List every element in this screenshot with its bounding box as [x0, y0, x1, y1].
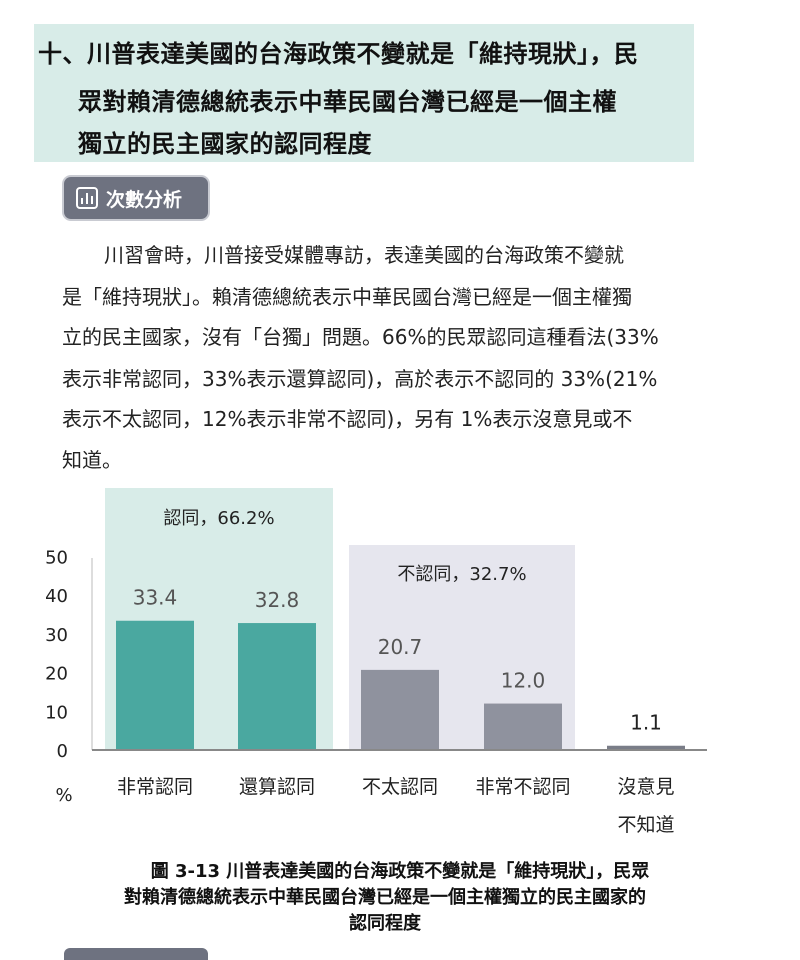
- group-label-2: 不認同，32.7%: [397, 564, 526, 585]
- frequency-analysis-badge: 次數分析: [64, 177, 208, 219]
- bar-4: [484, 703, 562, 750]
- y-unit-label: %: [55, 785, 72, 806]
- figure-caption-line-2: 對賴清德總統表示中華民國台灣已經是一個主權獨立的民主國家的: [124, 887, 646, 908]
- bar-5: [607, 745, 685, 750]
- data-label-3: 20.7: [378, 635, 423, 659]
- data-label-2: 32.8: [255, 588, 300, 612]
- y-tick-label-40: 40: [45, 586, 68, 607]
- section-heading-line-3: 獨立的民主國家的認同程度: [78, 130, 372, 158]
- category-label-5-line-2: 不知道: [617, 814, 674, 836]
- y-tick-label-20: 20: [45, 664, 68, 685]
- paragraph-line-3: 立的民主國家，沒有「台獨」問題。66%的民眾認同這種看法(33%: [62, 325, 659, 349]
- section-heading-line-2: 眾對賴清德總統表示中華民國台灣已經是一個主權: [78, 88, 617, 116]
- figure-caption-line-1: 圖 3-13 川普表達美國的台海政策不變就是「維持現狀」，民眾: [150, 861, 650, 882]
- figure-caption-line-3: 認同程度: [349, 913, 421, 934]
- data-label-4: 12.0: [501, 669, 546, 693]
- y-tick-label-10: 10: [45, 702, 68, 723]
- paragraph-line-4: 表示非常認同，33%表示還算認同)，高於表示不認同的 33%(21%: [62, 367, 658, 391]
- paragraph-line-5: 表示不太認同，12%表示非常不認同)，另有 1%表示沒意見或不: [62, 407, 633, 431]
- paragraph-line-1: 川習會時，川普接受媒體專訪，表達美國的台海政策不變就: [104, 243, 624, 267]
- section-heading-line-1: 十、川普表達美國的台海政策不變就是「維持現狀」，民: [38, 40, 639, 68]
- badge-label: 次數分析: [106, 188, 183, 211]
- category-label-5-line-1: 沒意見: [617, 776, 674, 798]
- next-badge-partial: [64, 948, 208, 960]
- category-label-4: 非常不認同: [475, 776, 570, 798]
- category-label-2: 還算認同: [239, 776, 315, 798]
- data-label-1: 33.4: [133, 586, 178, 610]
- bar-2: [238, 623, 316, 750]
- bar-1: [116, 620, 194, 750]
- paragraph-line-2: 是「維持現狀」。賴清德總統表示中華民國台灣已經是一個主權獨: [62, 285, 632, 309]
- y-tick-label-30: 30: [45, 625, 68, 646]
- bar-chart-icon: [76, 187, 98, 209]
- category-label-1: 非常認同: [117, 776, 193, 798]
- bar-3: [361, 669, 439, 750]
- y-tick-label-0: 0: [57, 741, 68, 762]
- agreement-bar-chart: 認同，66.2% 不認同，32.7% 0 10 20 30 40 50 33.4 32.8 20.7…: [45, 488, 707, 836]
- category-label-3: 不太認同: [362, 776, 438, 798]
- section-heading-box: [34, 24, 694, 162]
- paragraph-line-6: 知道。: [62, 448, 122, 472]
- y-tick-label-50: 50: [45, 548, 68, 569]
- data-label-5: 1.1: [630, 711, 662, 735]
- group-label-1: 認同，66.2%: [163, 508, 274, 529]
